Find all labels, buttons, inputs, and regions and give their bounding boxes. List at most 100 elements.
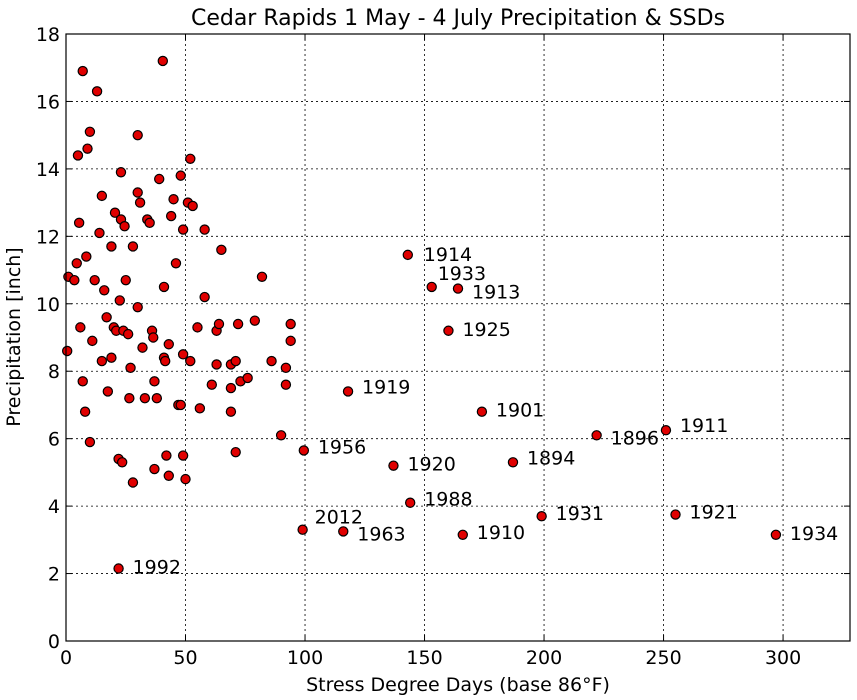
data-point <box>96 355 108 367</box>
data-point <box>102 386 114 397</box>
data-point <box>132 301 143 313</box>
data-point <box>206 379 218 390</box>
data-point <box>154 173 165 185</box>
data-point <box>159 355 171 367</box>
data-point <box>280 379 292 390</box>
year-label: 1910 <box>477 522 525 544</box>
data-point <box>285 318 296 330</box>
x-tick-label: 50 <box>173 647 197 669</box>
data-point <box>94 227 105 239</box>
x-tick-label: 100 <box>287 647 323 669</box>
data-point <box>507 457 519 468</box>
plot-frame <box>65 33 851 642</box>
data-point <box>127 241 139 252</box>
y-tick-label: 16 <box>36 91 60 113</box>
data-point <box>84 126 96 137</box>
data-point <box>113 563 124 574</box>
year-label: 1956 <box>318 436 366 458</box>
data-point <box>134 197 146 208</box>
data-point <box>82 143 93 154</box>
data-point <box>132 187 143 198</box>
data-point <box>69 274 80 286</box>
data-point <box>87 335 98 347</box>
data-point <box>230 355 241 367</box>
year-label: 1901 <box>496 400 544 422</box>
data-point <box>342 386 354 397</box>
data-point <box>71 258 82 269</box>
data-point <box>148 332 159 343</box>
data-point <box>177 450 189 461</box>
data-point <box>149 376 160 387</box>
data-point <box>298 445 310 456</box>
data-point <box>114 295 125 306</box>
data-point <box>158 281 170 293</box>
data-point <box>132 129 143 141</box>
y-tick-label: 14 <box>36 159 60 181</box>
data-point <box>161 450 172 461</box>
data-point <box>211 359 222 370</box>
data-point <box>404 497 416 508</box>
data-point <box>91 86 103 97</box>
data-point <box>165 210 177 222</box>
data-point <box>177 224 189 235</box>
data-point <box>75 322 86 333</box>
y-axis: 0 2 4 6 8 10 12 14 16 18 <box>36 24 850 653</box>
data-point <box>275 430 287 441</box>
data-point <box>72 150 84 161</box>
data-point <box>124 393 135 404</box>
grid <box>66 34 850 641</box>
data-point <box>388 460 399 471</box>
year-label: 1925 <box>462 319 510 341</box>
data-point <box>443 325 454 336</box>
data-point <box>137 342 148 353</box>
data-point <box>79 406 91 417</box>
data-point <box>122 328 134 340</box>
data-point <box>225 382 237 394</box>
y-tick-label: 18 <box>36 24 60 46</box>
data-point <box>660 425 672 436</box>
year-label: 1911 <box>680 415 728 437</box>
y-tick-label: 6 <box>48 429 60 451</box>
data-point <box>338 526 349 537</box>
y-tick-label: 4 <box>48 496 60 518</box>
year-label: 1913 <box>472 282 520 304</box>
data-point <box>77 376 88 387</box>
data-point <box>61 345 73 357</box>
data-point <box>127 477 139 488</box>
data-point <box>89 274 100 286</box>
year-label: 1896 <box>611 427 659 449</box>
data-point <box>125 362 136 374</box>
data-point <box>109 207 121 218</box>
year-label: 1920 <box>407 454 455 476</box>
data-point <box>670 509 681 520</box>
data-point <box>106 352 117 363</box>
data-point <box>163 470 174 481</box>
data-point <box>149 463 160 475</box>
chart-title: Cedar Rapids 1 May - 4 July Precipitatio… <box>191 6 725 31</box>
x-tick-label: 150 <box>406 647 442 669</box>
year-label: 2012 <box>315 507 363 529</box>
year-label: 1914 <box>424 244 472 266</box>
year-label: 1988 <box>424 489 472 511</box>
x-tick-label: 0 <box>60 647 72 669</box>
y-tick-label: 8 <box>48 361 60 383</box>
year-label: 1894 <box>527 447 575 469</box>
year-label: 1933 <box>438 263 486 285</box>
x-tick-label: 250 <box>645 647 681 669</box>
data-point <box>175 170 186 181</box>
data-point <box>96 190 108 202</box>
y-tick-label: 10 <box>36 294 60 316</box>
y-tick-label: 2 <box>48 564 60 586</box>
data-point <box>175 399 186 411</box>
data-point <box>180 473 191 485</box>
data-point <box>591 430 602 441</box>
data-point <box>194 403 206 414</box>
data-point <box>116 457 128 468</box>
data-point <box>266 355 277 367</box>
data-point <box>119 221 130 232</box>
data-point <box>536 511 547 522</box>
data-point <box>101 312 112 323</box>
data-point <box>106 241 117 252</box>
